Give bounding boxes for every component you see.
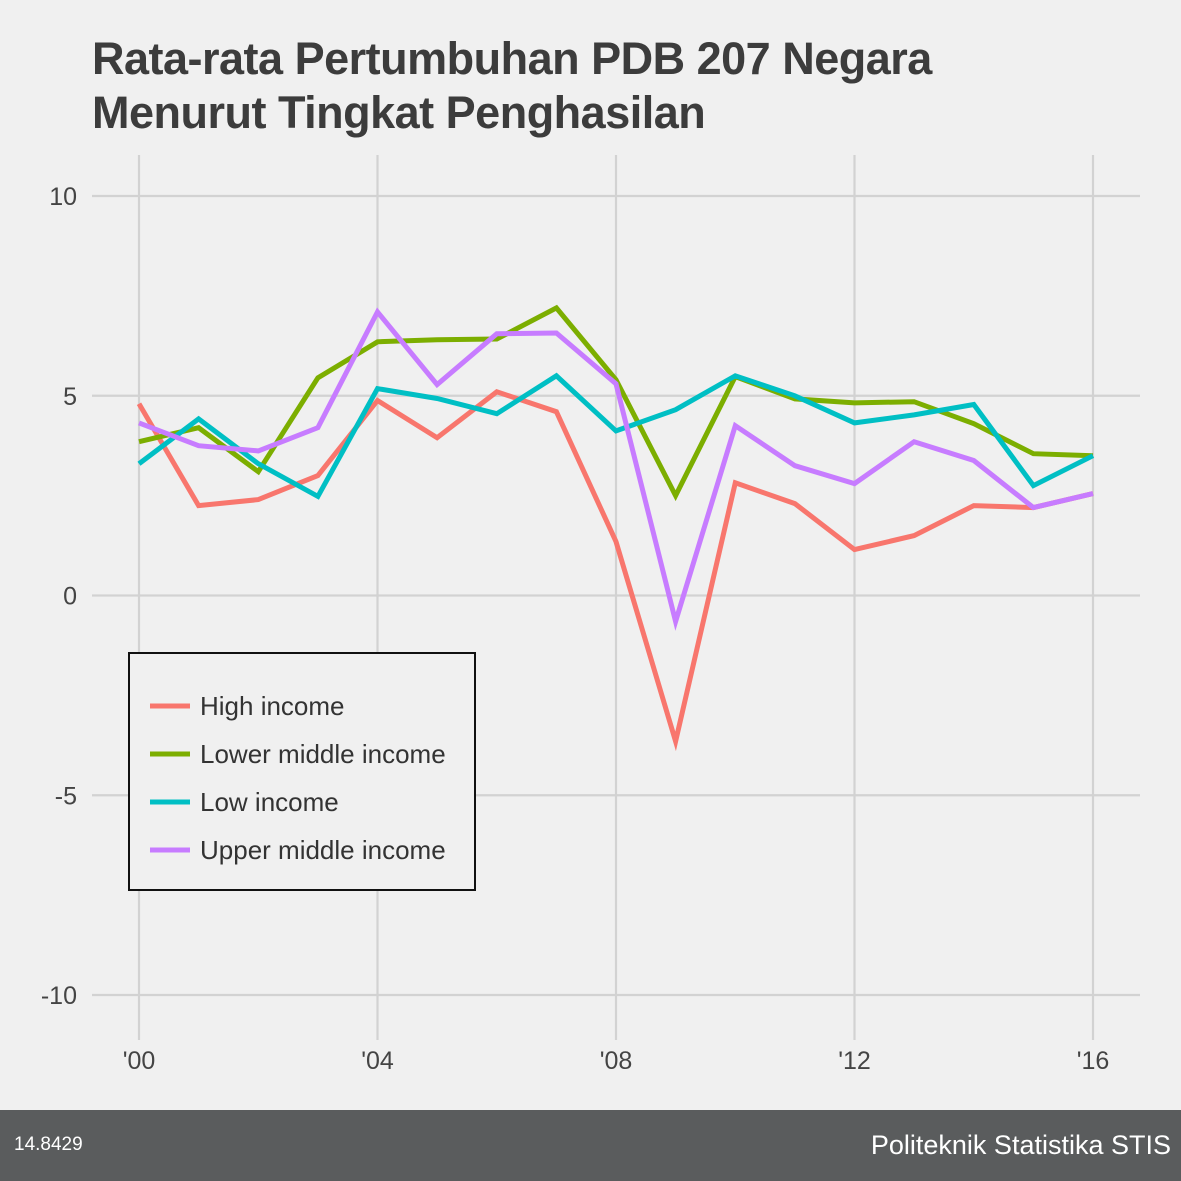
x-tick-label: '16 (1077, 1047, 1110, 1075)
series-lines (136, 304, 1095, 752)
series-line (137, 372, 1095, 500)
y-tick-label: -10 (41, 982, 77, 1010)
x-axis: '00 '04 '08 '12 '16 (123, 1047, 1110, 1075)
grid-lines (92, 155, 1140, 1040)
footer-bar: 14.8429 Politeknik Statistika STIS (0, 1110, 1181, 1181)
x-tick-label: '00 (123, 1047, 156, 1075)
y-tick-label: 5 (63, 383, 77, 411)
legend-label: Lower middle income (200, 739, 446, 769)
series-line (138, 307, 1094, 631)
x-tick-label: '12 (838, 1047, 871, 1075)
y-tick-label: -5 (55, 782, 77, 810)
footer-source: Politeknik Statistika STIS (870, 1130, 1171, 1160)
y-tick-label: 10 (49, 183, 77, 211)
y-tick-label: 0 (63, 583, 77, 611)
legend-label: Low income (200, 787, 339, 817)
line-chart: 10 5 0 -5 -10 '00 '04 '08 '12 '16 High income Low… (41, 155, 1140, 1075)
chart-title-line-2: Menurut Tingkat Penghasilan (92, 87, 706, 138)
legend: High income Lower middle income Low income… (128, 652, 476, 891)
legend-label: Upper middle income (200, 835, 446, 865)
legend-label: High income (200, 691, 345, 721)
y-axis: 10 5 0 -5 -10 (41, 183, 77, 1010)
x-tick-label: '08 (600, 1047, 633, 1075)
x-tick-label: '04 (361, 1047, 394, 1075)
chart-title-line-1: Rata-rata Pertumbuhan PDB 207 Negara (92, 33, 932, 84)
chart-title: Rata-rata Pertumbuhan PDB 207 Negara Men… (92, 32, 1142, 140)
footer-value: 14.8429 (14, 1134, 83, 1155)
